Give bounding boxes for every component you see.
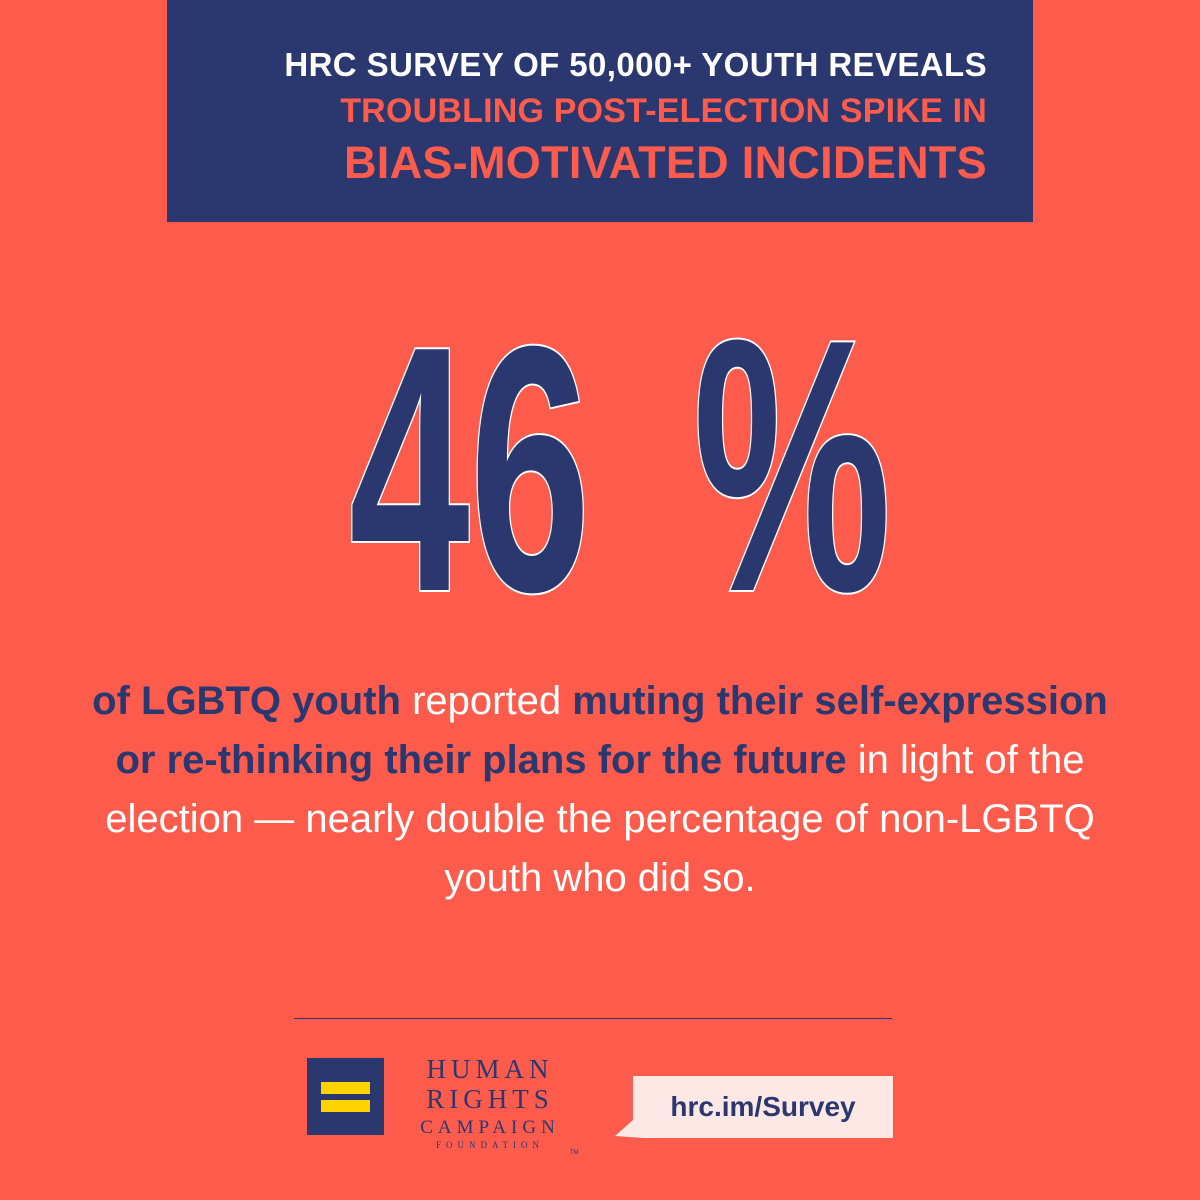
organization-name: HUMAN RIGHTS CAMPAIGN FOUNDATION [400,1056,580,1150]
org-name-line-1: HUMAN [426,1054,554,1084]
logo-bar-top [321,1082,370,1094]
org-name-line-3: CAMPAIGN [420,1117,560,1138]
logo-bar-bottom [321,1100,370,1112]
description-text-2: in light of the election — nearly double… [105,738,1095,900]
headline-line-1: HRC SURVEY OF 50,000+ YOUTH REVEALS [284,46,987,83]
headline-line-3: BIAS-MOTIVATED INCIDENTS [343,137,987,188]
headline-banner: HRC SURVEY OF 50,000+ YOUTH REVEALS TROU… [167,0,1033,222]
speech-bubble-icon [615,1076,893,1138]
big-stat-percent-sign: % [693,300,891,620]
big-statistic: 46 % [0,300,1200,620]
big-statistic-graphic: 46 % [348,300,893,620]
big-stat-number: 46 [349,300,590,620]
description-text-1: reported [400,679,573,723]
org-name-line-2: RIGHTS [426,1084,554,1114]
stat-description: of LGBTQ youth reported muting their sel… [90,672,1110,908]
footer-divider [294,1018,892,1019]
hrc-equality-logo [307,1058,384,1135]
headline-line-2: TROUBLING POST-ELECTION SPIKE IN [340,92,987,130]
trademark-mark: TM [570,1150,579,1156]
survey-link[interactable]: hrc.im/Survey [670,1091,856,1122]
survey-link-badge[interactable]: hrc.im/Survey [615,1076,893,1138]
description-emphasis-1: of LGBTQ youth [92,679,401,723]
description-emphasis-2: muting their self-expression or re-think… [115,679,1108,782]
org-name-line-4: FOUNDATION [436,1140,544,1150]
